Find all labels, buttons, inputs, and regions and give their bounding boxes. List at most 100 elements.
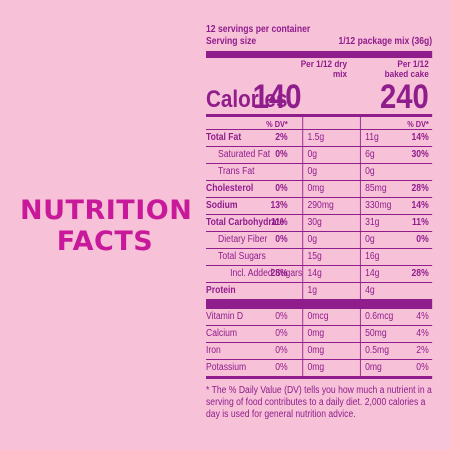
column-header-dry: Per 1/12 dry mix xyxy=(300,59,348,80)
baked-amount: 11g xyxy=(365,132,379,143)
baked-dv: 4% xyxy=(416,328,429,339)
nutrient-name: Total Fat xyxy=(206,132,242,143)
dry-dv: 11% xyxy=(270,217,288,228)
dry-amount: 290mg xyxy=(307,200,334,211)
nutrient-row: Protein 1g 4g xyxy=(206,282,433,299)
page-title: NUTRITION FACTS xyxy=(20,195,193,257)
dry-amount: 0g xyxy=(307,234,318,245)
serving-size-row: Serving size 1/12 package mix (36g) xyxy=(206,36,432,48)
dry-amount: 1g xyxy=(307,285,318,296)
column-headers: Per 1/12 dry mix Per 1/12 baked cake xyxy=(206,60,432,84)
dry-dv: 13% xyxy=(270,200,288,211)
column-divider xyxy=(302,117,304,379)
serving-size-label: Serving size xyxy=(206,36,257,47)
nutrient-name: Calcium xyxy=(206,328,238,339)
calories-label: Calories xyxy=(206,86,288,113)
nutrient-name: Saturated Fat xyxy=(218,149,271,160)
baked-dv: 0% xyxy=(416,234,429,245)
baked-amount: 14g xyxy=(365,268,380,279)
column-header-baked: Per 1/12 baked cake xyxy=(384,59,429,80)
dry-dv: 0% xyxy=(275,311,288,322)
baked-amount: 0.6mcg xyxy=(365,311,394,322)
nutrient-name: Total Carbohydrate xyxy=(206,217,285,228)
thick-rule xyxy=(206,51,433,58)
vitamin-row: Potassium 0mg 0% 0mg 0% xyxy=(206,359,433,376)
dry-amount: 30g xyxy=(307,217,322,228)
baked-amount: 31g xyxy=(365,217,380,228)
nutrient-name: Iron xyxy=(206,345,221,356)
dry-dv: 0% xyxy=(275,234,288,245)
nutrition-facts-panel: 12 servings per container Serving size 1… xyxy=(206,24,433,421)
dry-amount: 0g xyxy=(307,149,318,160)
nutrient-row: Total Carbohydrate 30g 11% 31g 11% xyxy=(206,214,433,231)
nutrient-name: Sodium xyxy=(206,200,238,211)
nutrient-table: % DV* % DV* Total Fat 1.5g 2% 11g 14% Saturat… xyxy=(206,117,433,379)
serving-size-value: 1/12 package mix (36g) xyxy=(338,36,433,47)
baked-amount: 6g xyxy=(365,149,375,160)
dry-amount: 14g xyxy=(307,268,322,279)
nutrient-name: Dietary Fiber xyxy=(218,234,268,245)
nutrient-row: Incl. Added Sugars 14g 28% 14g 28% xyxy=(206,265,433,282)
vitamin-row: Iron 0mg 0% 0.5mg 2% xyxy=(206,342,433,359)
dry-amount: 0mg xyxy=(307,183,325,194)
dry-amount: 0mcg xyxy=(307,311,329,322)
nutrient-name: Potassium xyxy=(206,362,247,373)
dry-amount: 0g xyxy=(307,166,318,177)
nutrient-row: Trans Fat 0g 0g xyxy=(206,163,433,180)
baked-amount: 0mg xyxy=(365,362,382,373)
baked-dv: 14% xyxy=(411,132,429,143)
dry-amount: 0mg xyxy=(307,328,325,339)
dry-amount: 0mg xyxy=(307,362,325,373)
baked-amount: 50mg xyxy=(365,328,387,339)
medium-rule xyxy=(206,376,433,379)
dry-dv: 0% xyxy=(275,362,288,373)
footnote: * The % Daily Value (DV) tells you how m… xyxy=(206,385,432,420)
nutrient-row: Total Sugars 15g 16g xyxy=(206,248,433,265)
vitamin-row: Vitamin D 0mcg 0% 0.6mcg 4% xyxy=(206,308,433,325)
nutrient-row: Saturated Fat 0g 0% 6g 30% xyxy=(206,146,433,163)
nutrient-name: Protein xyxy=(206,285,236,296)
dv-header-baked: % DV* xyxy=(407,119,429,129)
nutrient-name: Vitamin D xyxy=(206,311,244,322)
dry-dv: 0% xyxy=(275,328,288,339)
column-divider xyxy=(359,117,361,379)
dry-dv: 28% xyxy=(270,268,288,279)
dv-header-dry: % DV* xyxy=(266,119,288,129)
baked-dv: 30% xyxy=(411,149,429,160)
nutrient-row: Dietary Fiber 0g 0% 0g 0% xyxy=(206,231,433,248)
baked-amount: 0g xyxy=(365,234,375,245)
dry-amount: 1.5g xyxy=(307,132,325,143)
baked-dv: 11% xyxy=(411,217,429,228)
baked-dv: 14% xyxy=(411,200,429,211)
dry-dv: 2% xyxy=(275,132,288,143)
baked-dv: 28% xyxy=(411,268,429,279)
nutrient-row: Total Fat 1.5g 2% 11g 14% xyxy=(206,129,433,146)
baked-amount: 0.5mg xyxy=(365,345,390,356)
baked-amount: 16g xyxy=(365,251,380,262)
calories-dry: 140 xyxy=(252,78,302,116)
dry-amount: 15g xyxy=(307,251,322,262)
dry-amount: 0mg xyxy=(307,345,325,356)
nutrient-name: Total Sugars xyxy=(218,251,266,262)
calories-baked: 240 xyxy=(379,78,429,116)
baked-amount: 85mg xyxy=(365,183,387,194)
dry-dv: 0% xyxy=(275,345,288,356)
servings-per-container: 12 servings per container xyxy=(206,24,311,35)
baked-dv: 0% xyxy=(416,362,429,373)
baked-dv: 2% xyxy=(416,345,429,356)
vitamin-row: Calcium 0mg 0% 50mg 4% xyxy=(206,325,433,342)
baked-dv: 4% xyxy=(416,311,429,322)
baked-dv: 28% xyxy=(411,183,429,194)
medium-rule xyxy=(206,114,433,117)
nutrient-name: Cholesterol xyxy=(206,183,254,194)
dry-dv: 0% xyxy=(275,183,288,194)
dv-header-row: % DV* % DV* xyxy=(206,117,432,129)
nutrient-name: Trans Fat xyxy=(218,166,255,177)
baked-amount: 330mg xyxy=(365,200,392,211)
nutrient-row: Sodium 290mg 13% 330mg 14% xyxy=(206,197,433,214)
thick-rule xyxy=(206,299,433,308)
nutrient-name: Incl. Added Sugars xyxy=(230,268,303,279)
calories-row: Calories 140 240 xyxy=(206,78,432,116)
nutrient-row: Cholesterol 0mg 0% 85mg 28% xyxy=(206,180,433,197)
dry-dv: 0% xyxy=(275,149,288,160)
